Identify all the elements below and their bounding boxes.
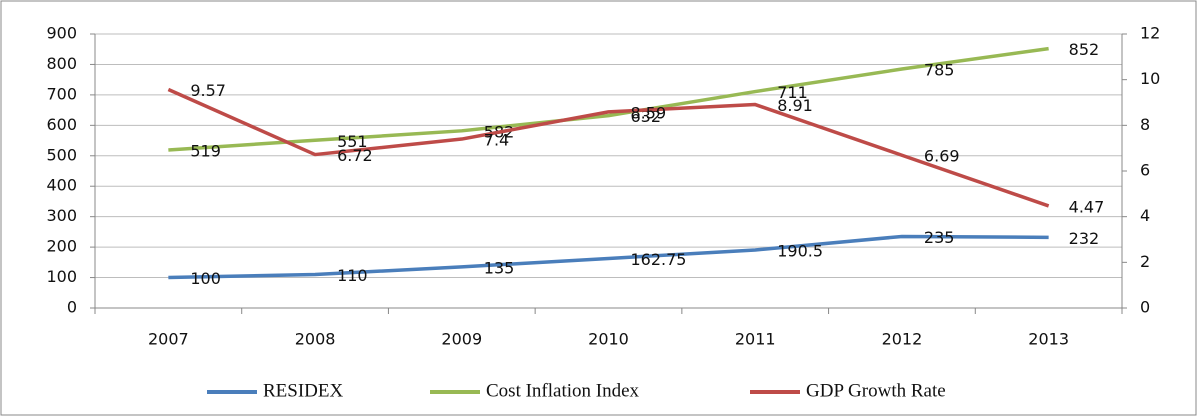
y-tick-label: 900	[46, 24, 77, 43]
x-tick-label: 2012	[882, 330, 923, 349]
y2-tick-label: 0	[1140, 298, 1150, 317]
data-label: 551	[337, 132, 368, 151]
y2-tick-label: 12	[1140, 24, 1160, 43]
y-tick-label: 300	[46, 206, 77, 225]
legend-text: GDP Growth Rate	[806, 380, 946, 401]
data-label: 4.47	[1069, 197, 1105, 216]
data-label: 135	[484, 258, 515, 277]
y-tick-label: 700	[46, 84, 77, 103]
y2-tick-label: 2	[1140, 252, 1150, 271]
y2-tick-label: 8	[1140, 115, 1150, 134]
data-label: 9.57	[190, 81, 226, 100]
x-tick-label: 2007	[148, 330, 189, 349]
x-tick-label: 2008	[295, 330, 336, 349]
data-label: 7.4	[484, 131, 509, 150]
data-label: 785	[924, 61, 955, 80]
data-label: 6.72	[337, 146, 373, 165]
data-label: 232	[1069, 229, 1100, 248]
series-line	[168, 234, 1049, 280]
x-tick-label: 2010	[588, 330, 629, 349]
y-tick-label: 500	[46, 145, 77, 164]
data-label: 852	[1069, 40, 1100, 59]
y-tick-label: 400	[46, 176, 77, 195]
y2-tick-label: 10	[1140, 69, 1160, 88]
y-tick-label: 100	[46, 267, 77, 286]
series-line	[168, 46, 1049, 152]
y-tick-label: 200	[46, 237, 77, 256]
data-label: 8.59	[631, 103, 667, 122]
data-label: 190.5	[777, 242, 823, 261]
data-label: 711	[777, 83, 808, 102]
x-tick-label: 2009	[441, 330, 482, 349]
data-label: 110	[337, 266, 368, 285]
x-tick-label: 2013	[1028, 330, 1069, 349]
data-label: 519	[190, 141, 221, 160]
x-tick-label: 2011	[735, 330, 776, 349]
data-label: 100	[190, 269, 221, 288]
data-label: 8.91	[777, 96, 813, 115]
y2-tick-label: 4	[1140, 206, 1150, 225]
data-label: 6.69	[924, 147, 960, 166]
series-line	[167, 87, 1050, 208]
legend-text: Cost Inflation Index	[486, 380, 640, 401]
y-tick-label: 600	[46, 115, 77, 134]
legend-text: RESIDEX	[263, 380, 344, 401]
y2-tick-label: 6	[1140, 161, 1150, 180]
data-label: 162.75	[631, 250, 687, 269]
y-tick-label: 0	[67, 298, 77, 317]
y-tick-label: 800	[46, 54, 77, 73]
data-label: 235	[924, 228, 955, 247]
